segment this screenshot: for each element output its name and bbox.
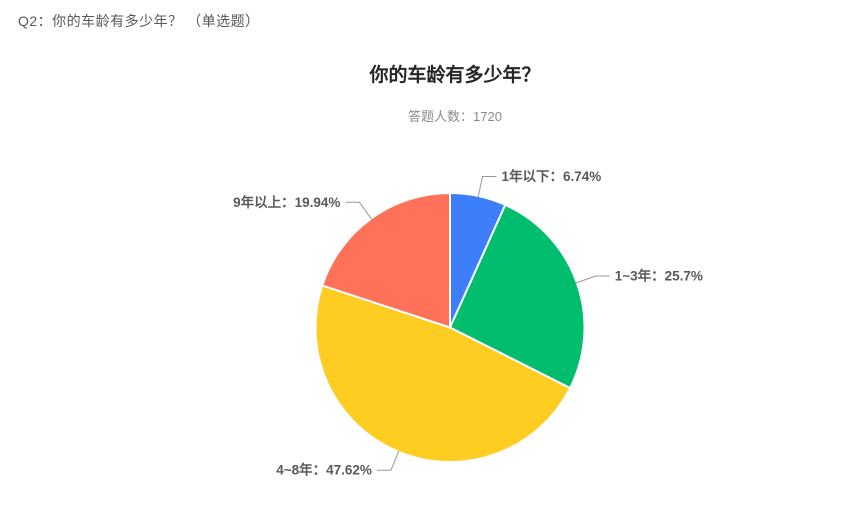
pie-leader-line-0 [477,176,497,198]
pie-leader-line-3 [345,201,373,220]
respondent-count: 答题人数：1720 [408,109,502,124]
question-header: Q2：你的车龄有多少年？ （单选题） [18,13,260,29]
pie-leader-line-1 [575,275,610,284]
pie-slice-label-0: 1年以下：6.74% [502,168,602,184]
pie-slice-label-2: 4~8年：47.62% [276,462,372,478]
pie-slice-label-3: 9年以上：19.94% [233,194,340,210]
pie-slice-label-1: 1~3年：25.7% [615,268,703,284]
chart-title: 你的车龄有多少年？ [369,65,541,86]
pie-leader-line-2 [376,450,400,471]
